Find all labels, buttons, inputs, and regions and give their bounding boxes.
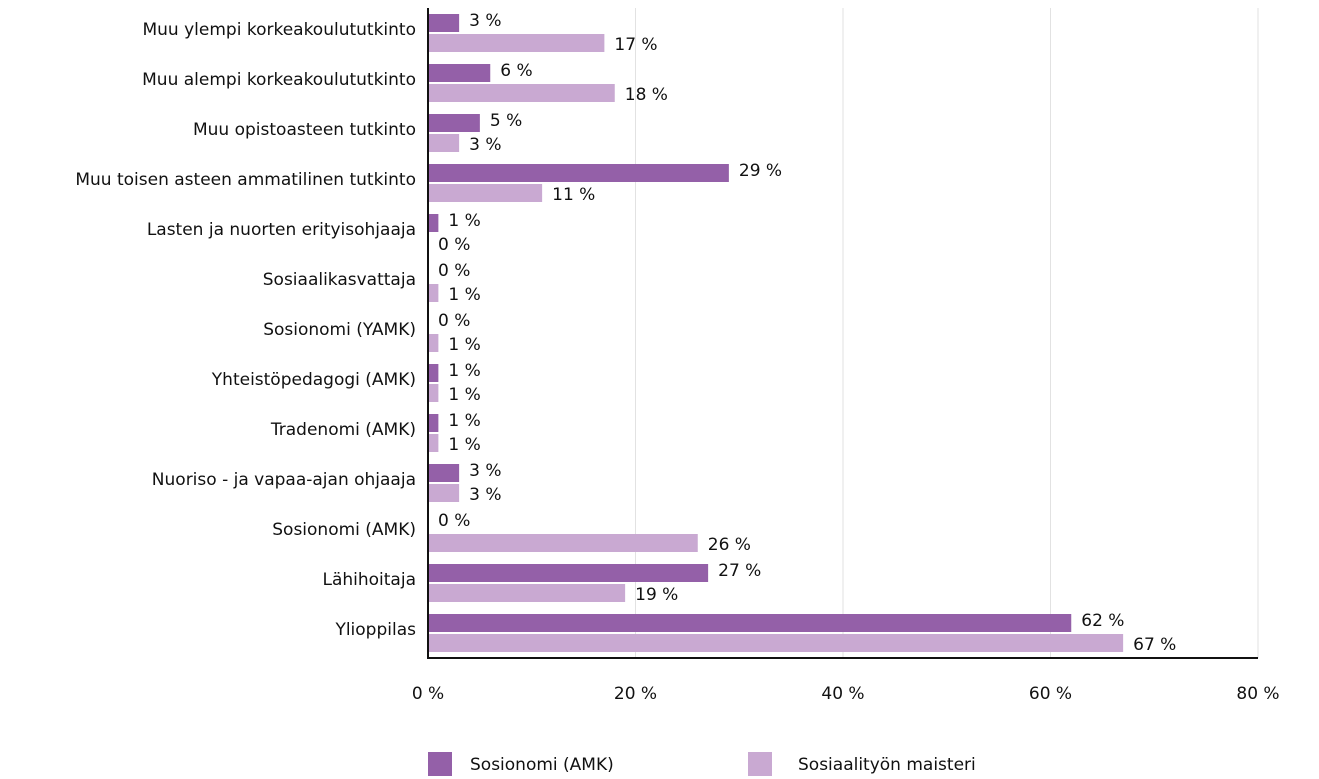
bar: [428, 634, 1124, 652]
x-tick-label: 80 %: [1236, 684, 1279, 704]
y-tick-label: Yhteistöpedagogi (AMK): [211, 370, 416, 390]
bar: [428, 334, 439, 352]
bar: [428, 134, 460, 152]
value-label: 62 %: [1081, 611, 1124, 631]
value-label: 27 %: [718, 561, 761, 581]
value-label: 0 %: [438, 511, 470, 531]
value-label: 1 %: [448, 385, 480, 405]
value-label: 1 %: [448, 285, 480, 305]
x-tick-label: 40 %: [821, 684, 864, 704]
bar: [428, 84, 615, 102]
y-tick-label: Sosionomi (YAMK): [263, 320, 416, 340]
y-tick-label: Muu alempi korkeakoulututkinto: [142, 70, 416, 90]
bar: [428, 184, 543, 202]
bar: [428, 34, 605, 52]
value-label: 1 %: [448, 211, 480, 231]
bar: [428, 584, 626, 602]
y-tick-label: Ylioppilas: [334, 620, 416, 640]
value-label: 0 %: [438, 261, 470, 281]
y-tick-label: Nuoriso - ja vapaa-ajan ohjaaja: [152, 470, 416, 490]
value-label: 67 %: [1133, 635, 1176, 655]
bar: [428, 114, 480, 132]
legend-label: Sosionomi (AMK): [470, 755, 614, 775]
y-tick-label: Lähihoitaja: [322, 570, 416, 590]
y-tick-label: Muu opistoasteen tutkinto: [193, 120, 416, 140]
bar: [428, 564, 709, 582]
value-label: 1 %: [448, 335, 480, 355]
y-tick-label: Sosionomi (AMK): [272, 520, 416, 540]
legend-swatch: [428, 752, 452, 776]
value-label: 5 %: [490, 111, 522, 131]
value-label: 19 %: [635, 585, 678, 605]
bar: [428, 414, 439, 432]
x-tick-label: 60 %: [1029, 684, 1072, 704]
bar: [428, 364, 439, 382]
bar: [428, 214, 439, 232]
bar: [428, 164, 729, 182]
y-tick-label: Tradenomi (AMK): [270, 420, 416, 440]
value-label: 1 %: [448, 411, 480, 431]
value-label: 1 %: [448, 361, 480, 381]
x-tick-label: 20 %: [614, 684, 657, 704]
value-label: 3 %: [469, 485, 501, 505]
legend-label: Sosiaalityön maisteri: [798, 755, 976, 775]
bar: [428, 64, 491, 82]
value-label: 18 %: [625, 85, 668, 105]
value-label: 3 %: [469, 135, 501, 155]
value-label: 29 %: [739, 161, 782, 181]
value-label: 0 %: [438, 311, 470, 331]
value-label: 1 %: [448, 435, 480, 455]
x-tick-label: 0 %: [412, 684, 444, 704]
bar: [428, 384, 439, 402]
legend-swatch: [748, 752, 772, 776]
value-label: 11 %: [552, 185, 595, 205]
y-tick-label: Muu ylempi korkeakoulututkinto: [142, 20, 416, 40]
y-tick-label: Sosiaalikasvattaja: [263, 270, 416, 290]
y-tick-label: Muu toisen asteen ammatilinen tutkinto: [75, 170, 416, 190]
bar: [428, 284, 439, 302]
value-label: 26 %: [708, 535, 751, 555]
value-label: 17 %: [614, 35, 657, 55]
bar: [428, 464, 460, 482]
bar: [428, 534, 698, 552]
bar: [428, 614, 1072, 632]
value-label: 3 %: [469, 11, 501, 31]
y-tick-label: Lasten ja nuorten erityisohjaaja: [147, 220, 416, 240]
bar: [428, 14, 460, 32]
value-label: 0 %: [438, 235, 470, 255]
value-label: 6 %: [500, 61, 532, 81]
bar: [428, 434, 439, 452]
bar: [428, 484, 460, 502]
value-label: 3 %: [469, 461, 501, 481]
